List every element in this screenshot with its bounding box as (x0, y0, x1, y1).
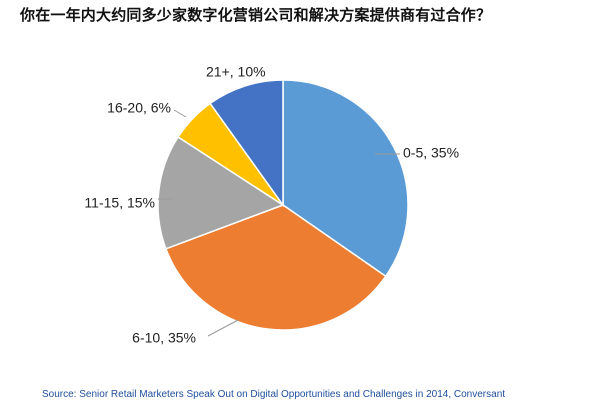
pie-slice (282, 79, 409, 278)
chart-title: 你在一年内大约同多少家数字化营销公司和解决方案提供商有过合作？ (20, 6, 492, 24)
slice-label: 21+, 10% (206, 64, 266, 80)
slice-label: 11-15, 15% (84, 195, 155, 211)
leader-line (207, 319, 239, 337)
pie-slice (164, 204, 387, 331)
source-note: Source: Senior Retail Marketers Speak Ou… (42, 389, 506, 400)
slice-label: 6-10, 35% (132, 330, 196, 346)
leader-line (173, 109, 187, 118)
slice-label: 16-20, 6% (107, 100, 171, 116)
pie-slice (157, 135, 285, 250)
slice-label: 0-5, 35% (403, 145, 459, 161)
pie-slice (209, 79, 284, 208)
